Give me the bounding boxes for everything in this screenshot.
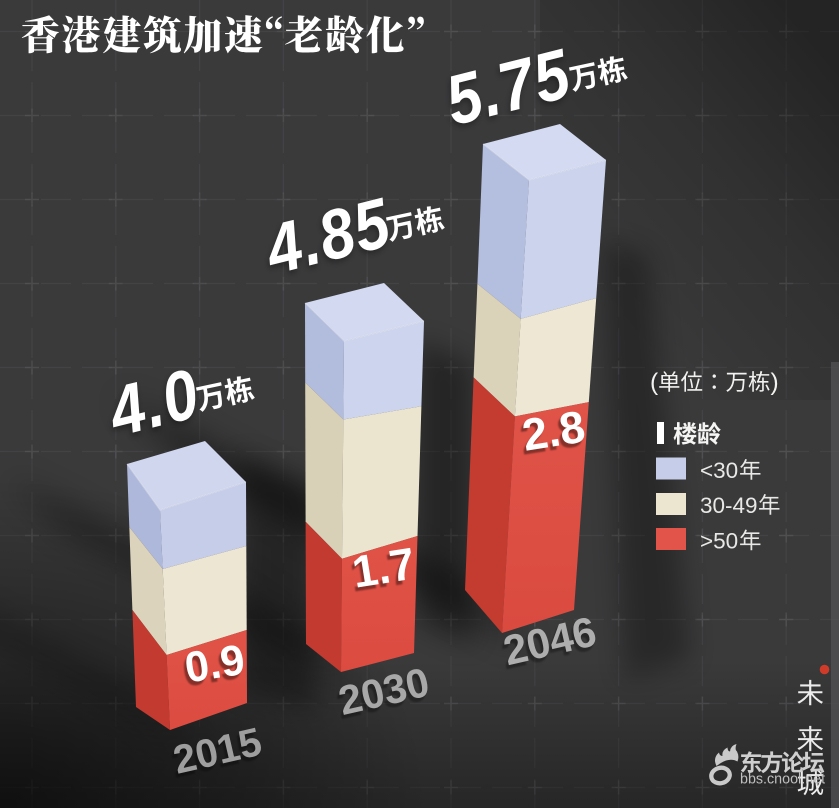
svg-text:0.9: 0.9 (182, 636, 249, 693)
svg-text:2.8: 2.8 (519, 401, 589, 461)
svg-text:(: ( (650, 369, 659, 396)
svg-text:<30: <30 (700, 458, 738, 483)
svg-text:bbs.cnool.net: bbs.cnool.net (740, 772, 825, 788)
svg-text:0.9: 0.9 (179, 640, 246, 697)
svg-text:1.7: 1.7 (349, 538, 419, 598)
svg-text:1.7: 1.7 (346, 542, 416, 602)
svg-text:): ) (771, 369, 779, 396)
svg-text:>50: >50 (700, 529, 738, 554)
svg-text:2.8: 2.8 (516, 405, 586, 465)
svg-text:30-49: 30-49 (700, 493, 758, 518)
